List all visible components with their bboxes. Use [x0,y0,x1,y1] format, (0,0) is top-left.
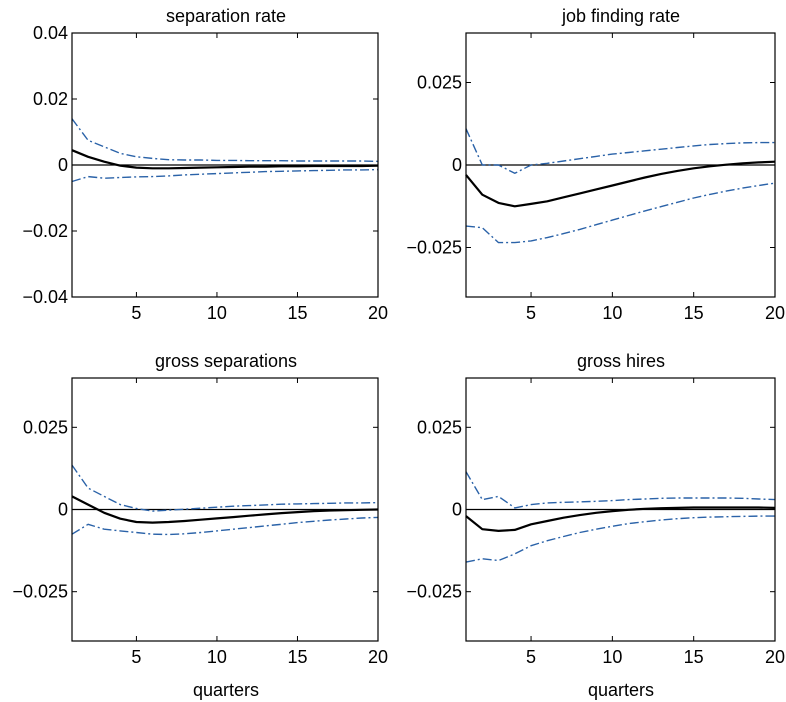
y-tick-label: 0.04 [33,23,68,43]
x-tick-label: 20 [368,647,388,667]
y-tick-label: 0.025 [417,73,462,93]
irf-upper-band-line [465,128,775,175]
y-tick-label: 0 [58,155,68,175]
panel-job-finding-rate: job finding rate 5 10 15 20 0.025 0 −0.025 [406,6,785,323]
irf-upper-band-line [465,471,776,509]
irf-lower-band-line [71,168,379,183]
irf-estimate-line [71,495,379,524]
x-tick-label: 5 [131,647,141,667]
x-tick-label: 15 [287,647,307,667]
panel-separation-rate: separation rate 5 10 15 20 0.04 0.02 0 −0.02 −0.… [22,6,388,323]
irf-estimate-line [465,160,776,208]
x-axis-label: quarters [588,680,654,700]
x-tick-label: 20 [368,303,388,323]
irf-upper-band-line [71,118,379,163]
x-tick-label: 15 [684,303,704,323]
y-tick-label: −0.025 [406,238,462,258]
x-tick-label: 20 [765,647,785,667]
irf-lower-band-line [465,182,776,244]
y-tick-label: 0 [452,155,462,175]
y-tick-label: 0 [452,500,462,520]
x-tick-label: 10 [602,303,622,323]
x-tick-label: 20 [765,303,785,323]
y-tick-label: 0.025 [417,417,462,437]
panel-title: gross hires [577,351,665,371]
irf-upper-band-line [71,464,379,512]
irf-estimate-line [465,506,776,533]
x-tick-label: 10 [207,303,227,323]
panel-title: job finding rate [561,6,680,26]
irf-estimate-line [71,149,379,170]
x-tick-label: 5 [131,303,141,323]
panel-title: gross separations [155,351,297,371]
x-tick-label: 5 [526,303,536,323]
y-tick-label: −0.02 [22,221,68,241]
panel-title: separation rate [166,6,286,26]
panel-gross-hires: gross hires quarters 5 10 15 20 0.025 0 −0.025 [406,351,785,700]
y-tick-label: −0.04 [22,287,68,307]
y-tick-label: 0.02 [33,89,68,109]
x-tick-label: 15 [684,647,704,667]
x-tick-label: 5 [526,647,536,667]
x-tick-label: 15 [287,303,307,323]
x-tick-label: 10 [207,647,227,667]
x-tick-label: 10 [602,647,622,667]
y-tick-label: −0.025 [12,582,68,602]
y-tick-label: 0.025 [23,417,68,437]
y-tick-label: −0.025 [406,582,462,602]
x-axis-label: quarters [193,680,259,700]
irf-lower-band-line [71,516,379,536]
panel-gross-separations: gross separations quarters 5 10 15 20 0.025 0… [12,351,388,700]
y-tick-label: 0 [58,500,68,520]
irf-lower-band-line [465,515,775,563]
